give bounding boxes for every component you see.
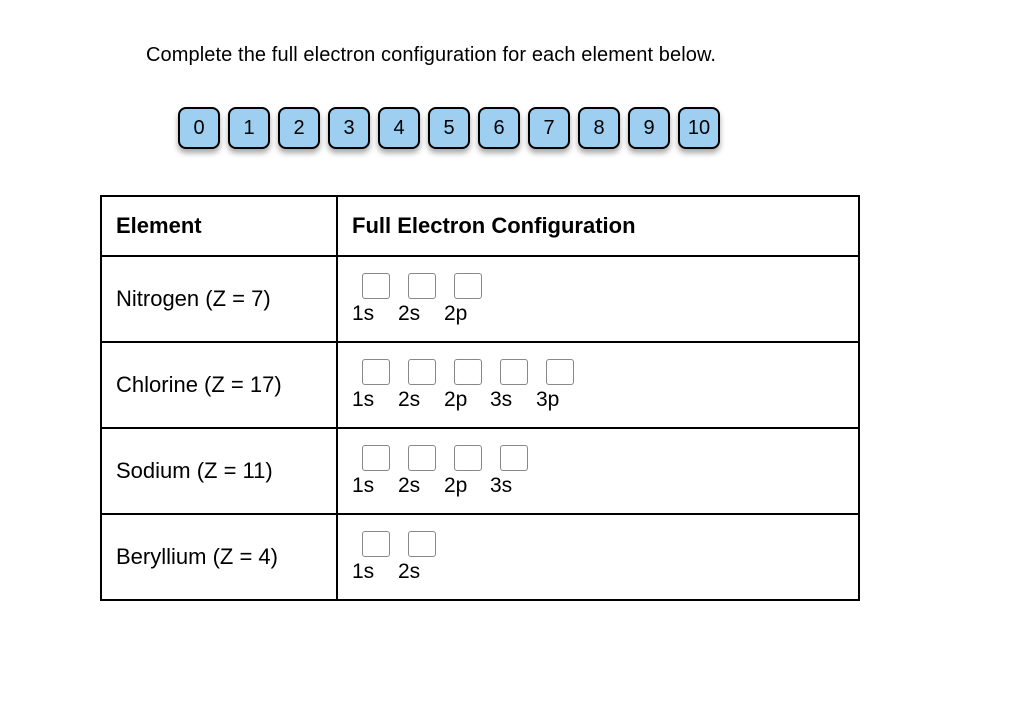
orbital-slot: 1s: [352, 273, 398, 324]
orbital-slot: 2s: [398, 359, 444, 410]
exponent-drop-target[interactable]: [454, 445, 482, 471]
exponent-drop-target[interactable]: [408, 445, 436, 471]
number-tile-row: 012345678910: [178, 107, 924, 149]
orbital-slot: 3p: [536, 359, 582, 410]
exponent-drop-target[interactable]: [454, 359, 482, 385]
orbital-label: 2p: [444, 387, 490, 410]
exponent-drop-target[interactable]: [500, 445, 528, 471]
orbital-slot: 2p: [444, 445, 490, 496]
exponent-drop-target[interactable]: [362, 273, 390, 299]
exponent-drop-target[interactable]: [500, 359, 528, 385]
element-name: Chlorine (Z = 17): [102, 372, 336, 398]
orbital-label: 2s: [398, 301, 444, 324]
orbital-label: 2p: [444, 473, 490, 496]
table-row: Chlorine (Z = 17)1s2s2p3s3p: [101, 342, 859, 428]
number-tile-5[interactable]: 5: [428, 107, 470, 149]
exponent-drop-target[interactable]: [362, 445, 390, 471]
number-tile-3[interactable]: 3: [328, 107, 370, 149]
number-tile-0[interactable]: 0: [178, 107, 220, 149]
orbital-slot: 2s: [398, 445, 444, 496]
orbital-slot: 3s: [490, 359, 536, 410]
exponent-drop-target[interactable]: [408, 273, 436, 299]
exponent-drop-target[interactable]: [362, 531, 390, 557]
orbital-label: 2s: [398, 387, 444, 410]
table-row: Beryllium (Z = 4)1s2s: [101, 514, 859, 600]
electron-config-table: Element Full Electron Configuration Nitr…: [100, 195, 860, 601]
orbital-label: 1s: [352, 387, 398, 410]
table-row: Nitrogen (Z = 7)1s2s2p: [101, 256, 859, 342]
config-cell: 1s2s2p3s: [338, 439, 858, 504]
element-name: Beryllium (Z = 4): [102, 544, 336, 570]
orbital-slot: 2p: [444, 273, 490, 324]
column-header-element: Element: [101, 196, 337, 256]
exponent-drop-target[interactable]: [408, 359, 436, 385]
column-header-config: Full Electron Configuration: [337, 196, 859, 256]
config-cell: 1s2s2p3s3p: [338, 353, 858, 418]
exponent-drop-target[interactable]: [362, 359, 390, 385]
orbital-slot: 1s: [352, 359, 398, 410]
orbital-label: 3s: [490, 387, 536, 410]
instruction-text: Complete the full electron configuration…: [146, 44, 924, 67]
orbital-label: 2p: [444, 301, 490, 324]
orbital-slot: 3s: [490, 445, 536, 496]
orbital-slot: 2s: [398, 273, 444, 324]
table-row: Sodium (Z = 11)1s2s2p3s: [101, 428, 859, 514]
orbital-label: 3p: [536, 387, 582, 410]
number-tile-1[interactable]: 1: [228, 107, 270, 149]
orbital-label: 1s: [352, 559, 398, 582]
orbital-label: 1s: [352, 301, 398, 324]
orbital-slot: 2s: [398, 531, 444, 582]
orbital-label: 2s: [398, 473, 444, 496]
orbital-slot: 1s: [352, 531, 398, 582]
number-tile-7[interactable]: 7: [528, 107, 570, 149]
number-tile-8[interactable]: 8: [578, 107, 620, 149]
orbital-label: 2s: [398, 559, 444, 582]
number-tile-4[interactable]: 4: [378, 107, 420, 149]
config-cell: 1s2s2p: [338, 267, 858, 332]
config-cell: 1s2s: [338, 525, 858, 590]
orbital-slot: 2p: [444, 359, 490, 410]
orbital-slot: 1s: [352, 445, 398, 496]
orbital-label: 1s: [352, 473, 398, 496]
number-tile-9[interactable]: 9: [628, 107, 670, 149]
number-tile-2[interactable]: 2: [278, 107, 320, 149]
element-name: Nitrogen (Z = 7): [102, 286, 336, 312]
exponent-drop-target[interactable]: [408, 531, 436, 557]
element-name: Sodium (Z = 11): [102, 458, 336, 484]
exponent-drop-target[interactable]: [546, 359, 574, 385]
number-tile-10[interactable]: 10: [678, 107, 720, 149]
orbital-label: 3s: [490, 473, 536, 496]
exponent-drop-target[interactable]: [454, 273, 482, 299]
number-tile-6[interactable]: 6: [478, 107, 520, 149]
